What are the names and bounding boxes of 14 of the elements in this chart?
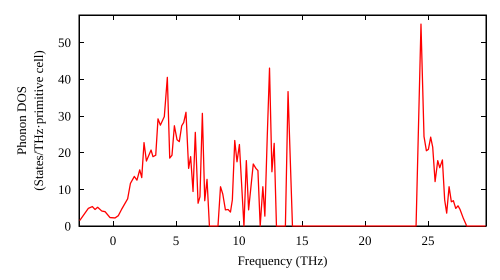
y-tick-label: 30 bbox=[58, 108, 71, 124]
y-axis-title: Phonon DOS (States/THz·primitive cell) bbox=[14, 50, 46, 191]
x-tick-label: 10 bbox=[232, 233, 246, 248]
y-tick-label: 20 bbox=[58, 145, 71, 160]
x-tick-label: 0 bbox=[110, 233, 116, 248]
x-tick-label: 25 bbox=[422, 233, 435, 248]
x-tick-label: 5 bbox=[172, 233, 180, 248]
x-tick-label: 15 bbox=[296, 233, 309, 248]
y-tick-label: 10 bbox=[58, 182, 71, 197]
y-tick-label: 50 bbox=[58, 35, 71, 50]
y-tick-label: 0 bbox=[64, 218, 71, 234]
y-tick-label: 40 bbox=[58, 72, 71, 87]
x-axis-title: Frequency (THz) bbox=[238, 252, 328, 268]
x-tick-label: 20 bbox=[358, 233, 372, 248]
